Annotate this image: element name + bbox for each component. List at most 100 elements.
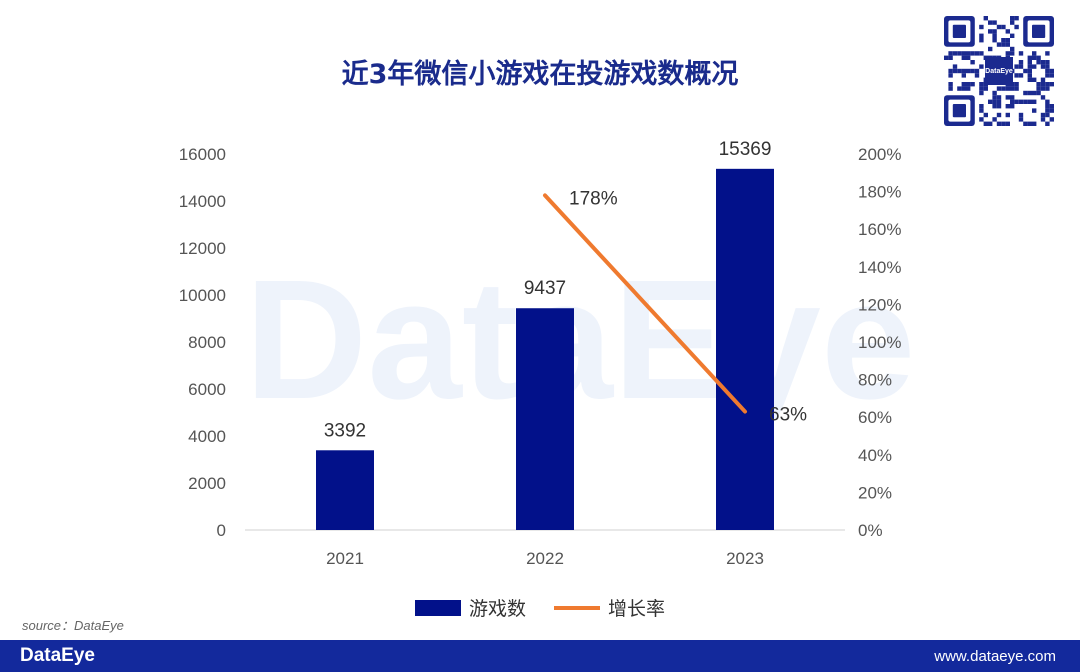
qr-module [948,86,953,91]
qr-module [1027,121,1032,126]
watermark: DataEye [245,245,916,435]
y-left-tick-label: 16000 [179,145,226,164]
qr-module [952,68,958,74]
qr-module [1032,108,1037,113]
qr-module [961,73,966,78]
legend-line-swatch [554,605,600,610]
qr-module [1045,112,1050,118]
qr-module [966,51,971,56]
qr-module [1018,60,1024,65]
qr-module [992,29,997,34]
qr-module [1036,82,1041,87]
qr-module [1036,90,1041,96]
line-data-label: 63% [769,405,807,426]
y-right-tick-label: 20% [858,483,892,502]
qr-module [1049,68,1054,74]
qr-module [1032,121,1037,126]
qr-module [1018,99,1024,104]
qr-module [1023,121,1028,126]
qr-module [1014,82,1019,87]
qr-module [1018,51,1024,56]
legend-line-label: 增长率 [608,598,666,620]
qr-module [979,38,984,43]
qr-module [970,82,975,87]
legend: 游戏数 增长率 [0,594,1080,621]
qr-module [992,104,997,109]
qr-module [988,29,993,34]
qr-module [988,121,993,126]
growth-rate-line [543,193,747,414]
qr-logo: DataEye [985,57,1013,85]
qr-module [996,104,1002,109]
qr-module [988,99,993,104]
footer-logo: DataEye [20,645,95,666]
qr-module [1023,90,1028,96]
source-note: source：DataEye [22,618,124,633]
qr-module [1010,20,1015,25]
qr-module [992,99,997,104]
qr-module [1036,60,1041,65]
bar [516,308,574,530]
qr-module [1049,73,1054,78]
footer-url: www.dataeye.com [934,648,1056,665]
y-right-tick-label: 60% [858,408,892,427]
qr-module [1014,64,1019,69]
qr-module [1045,82,1050,87]
qr-module [1032,90,1037,96]
qr-module [1032,99,1037,104]
qr-module [957,86,962,91]
qr-module [1005,51,1010,56]
qr-module [1040,82,1046,87]
qr-module [1001,42,1006,47]
qr-module [1010,33,1015,38]
y-right-tick-label: 0% [858,521,883,540]
qr-module [944,55,949,60]
y-left-tick-label: 0 [217,521,226,540]
x-tick-label: 2023 [726,549,764,568]
qr-module [1049,82,1054,87]
qr-module [952,64,958,69]
qr-module [961,82,966,87]
qr-module [1045,121,1050,126]
qr-module [1040,60,1046,65]
y-right-tick-label: 80% [858,371,892,390]
qr-module [1001,86,1006,91]
legend-bar-label: 游戏数 [468,598,526,620]
qr-module [1023,68,1028,74]
qr-module [1018,117,1024,122]
qr-module [1027,68,1032,74]
qr-module [1005,121,1010,126]
qr-module [1040,86,1046,91]
qr-module [992,33,997,38]
qr-module [979,104,984,109]
line-data-label: 178% [569,188,618,209]
qr-module [1049,108,1054,113]
qr-module [1040,77,1046,82]
qr-module [1040,112,1046,118]
qr-module [1014,99,1019,104]
qr-module [1014,73,1019,78]
y-right-tick-label: 120% [858,295,901,314]
qr-module [961,51,966,56]
bar-data-label: 9437 [524,278,566,299]
qr-module [996,99,1002,104]
y-right-tick-label: 40% [858,446,892,465]
y-left-tick-label: 8000 [188,333,226,352]
y-left-tick-label: 14000 [179,192,226,211]
chart-title: 近3年微信小游戏在投游戏数概况 [341,59,739,90]
qr-module [974,68,980,74]
qr-module [1045,68,1050,74]
y-left-tick-label: 6000 [188,380,226,399]
qr-module [1005,38,1010,43]
qr-module [1045,51,1050,56]
qr-finder-core [1032,24,1046,38]
qr-module [996,112,1002,118]
qr-module [1045,64,1050,69]
qr-module [988,46,993,52]
bar-data-label: 3392 [324,420,366,441]
qr-module [1045,99,1050,104]
qr-module [979,33,984,38]
y-left-tick-label: 4000 [188,427,226,446]
qr-module [1005,104,1010,109]
qr-module [957,68,962,74]
